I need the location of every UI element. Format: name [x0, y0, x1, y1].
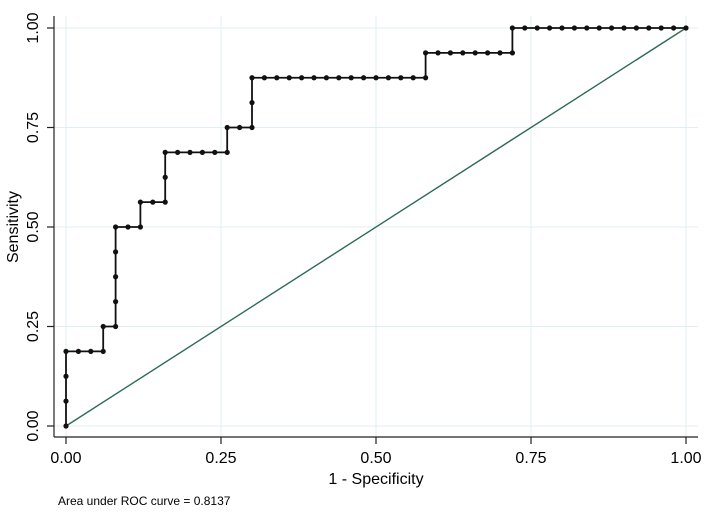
y-tick-label: 0.75	[25, 112, 42, 143]
roc-point	[609, 25, 615, 31]
roc-point	[224, 149, 230, 155]
roc-point	[559, 25, 565, 31]
roc-point	[150, 199, 156, 205]
auc-annotation: Area under ROC curve = 0.8137	[58, 494, 231, 508]
roc-point	[125, 224, 131, 230]
roc-point	[621, 25, 627, 31]
reference-line	[65, 27, 687, 427]
roc-point	[113, 249, 119, 255]
roc-point	[274, 75, 280, 81]
roc-point	[63, 398, 69, 404]
roc-point	[100, 348, 106, 354]
roc-point	[522, 25, 528, 31]
roc-point	[299, 75, 305, 81]
roc-point	[423, 50, 429, 56]
roc-point	[336, 75, 342, 81]
roc-point	[671, 25, 677, 31]
x-tick-label: 0.75	[515, 450, 546, 467]
roc-point	[435, 50, 441, 56]
y-tick-label: 0.50	[25, 211, 42, 242]
x-tick-label: 1.00	[670, 450, 701, 467]
roc-point	[571, 25, 578, 31]
roc-point	[113, 323, 119, 330]
roc-point	[199, 149, 205, 155]
roc-point	[398, 75, 404, 81]
roc-point	[137, 199, 143, 205]
roc-point	[497, 50, 503, 56]
roc-point	[113, 274, 119, 280]
roc-point	[423, 75, 429, 81]
roc-point	[212, 149, 218, 155]
roc-point	[100, 323, 106, 330]
roc-point	[286, 75, 292, 81]
y-tick-label: 0.00	[25, 410, 42, 441]
roc-point	[323, 75, 329, 81]
roc-point	[348, 75, 354, 81]
roc-point	[534, 25, 540, 31]
roc-point	[162, 199, 168, 205]
roc-point	[63, 348, 69, 354]
roc-point	[633, 25, 640, 31]
x-axis-title: 1 - Specificity	[328, 471, 423, 488]
y-tick-label: 1.00	[25, 12, 42, 43]
roc-point	[75, 348, 81, 354]
roc-point	[224, 124, 230, 131]
roc-point	[547, 25, 553, 31]
roc-point	[137, 224, 143, 230]
roc-point	[249, 100, 255, 106]
roc-point	[249, 124, 255, 131]
roc-point	[237, 124, 243, 131]
roc-point	[509, 25, 515, 31]
roc-point	[63, 423, 69, 429]
roc-point	[373, 75, 379, 81]
x-tick-label: 0.00	[50, 450, 81, 467]
roc-point	[472, 50, 478, 56]
roc-point	[88, 348, 94, 354]
roc-point	[175, 149, 181, 155]
roc-curve	[63, 25, 689, 429]
roc-point	[311, 75, 317, 81]
roc-point	[683, 25, 689, 31]
roc-point	[162, 149, 168, 155]
roc-point	[113, 224, 119, 230]
roc-point	[596, 25, 602, 31]
roc-point	[63, 373, 69, 379]
roc-point	[646, 25, 652, 31]
roc-point	[187, 149, 193, 155]
x-tick-label: 0.50	[360, 450, 391, 467]
roc-point	[162, 174, 168, 180]
roc-point	[485, 50, 491, 56]
roc-point	[584, 25, 590, 31]
y-axis-title: Sensitivity	[5, 191, 22, 263]
roc-point	[385, 75, 391, 81]
roc-point	[261, 75, 267, 81]
axes	[47, 16, 698, 444]
roc-point	[361, 75, 367, 81]
roc-point	[410, 75, 416, 81]
axis-labels: 0.00 0.00 0.25 0.25 0.50 0.50 0.75 0.75 1.00 1.00…	[5, 12, 702, 488]
roc-point	[249, 75, 255, 81]
roc-point	[509, 50, 515, 56]
diagonal-line	[65, 27, 687, 427]
roc-point	[447, 50, 453, 56]
roc-point	[113, 299, 119, 305]
roc-point	[658, 25, 664, 31]
roc-point	[460, 50, 466, 56]
x-tick-label: 0.25	[205, 450, 236, 467]
y-tick-label: 0.25	[25, 311, 42, 342]
